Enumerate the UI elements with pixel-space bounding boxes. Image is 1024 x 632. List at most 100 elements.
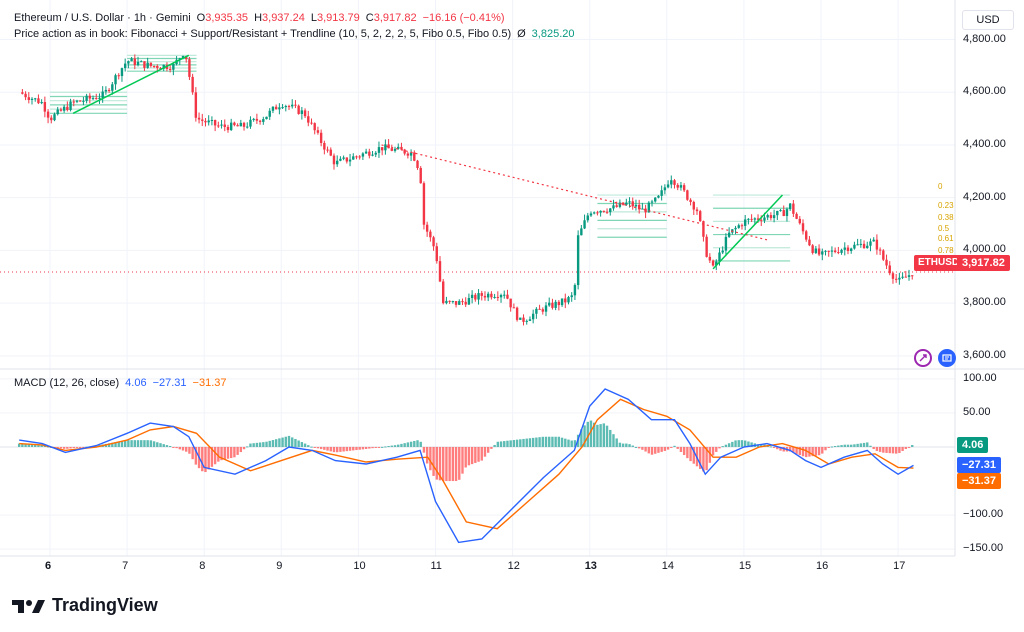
candle-body [226, 126, 230, 131]
candle-body [133, 58, 137, 66]
candle-body [503, 294, 506, 296]
macd-histogram-bar [326, 446, 329, 451]
macd-histogram-bar [127, 440, 130, 447]
candle-body [708, 256, 712, 261]
macd-histogram-bar [319, 446, 323, 450]
candle-body [140, 61, 143, 63]
macd-histogram-bar [673, 445, 676, 447]
indicator-name[interactable]: Price action as in book: Fibonacci + Sup… [14, 28, 512, 40]
macd-histogram-bar [519, 439, 522, 447]
macd-histogram-bar [300, 442, 304, 447]
macd-histogram-bar [551, 436, 554, 447]
macd-histogram-bar [294, 438, 297, 447]
macd-histogram-bar [660, 446, 663, 452]
macd-histogram-bar [380, 446, 384, 448]
candle-body [869, 241, 872, 246]
trendline-overlays [72, 54, 783, 270]
candle-body [544, 305, 548, 312]
macd-histogram-bar [27, 444, 30, 447]
macd-histogram-bar [637, 446, 641, 449]
time-axis-label: 8 [199, 560, 206, 572]
candle-body [760, 219, 763, 221]
macd-histogram-bar [743, 440, 747, 447]
candle-body [512, 307, 516, 309]
macd-histogram-bar [846, 444, 850, 447]
macd-hist-tag: 4.06 [957, 437, 989, 453]
indicator-value: 3,825.20 [531, 28, 575, 40]
time-axis-label: 9 [276, 560, 283, 572]
candle-body [660, 190, 663, 196]
candle-body [461, 301, 464, 303]
grid-lines [0, 0, 955, 556]
candle-body [573, 285, 577, 296]
candle-body [274, 106, 278, 110]
candle-body [268, 110, 271, 117]
macd-histogram-bar [737, 440, 740, 447]
price-axis-label: 4,600.00 [963, 85, 1006, 98]
macd-histogram-bar [133, 440, 137, 447]
macd-histogram-bar [853, 444, 856, 447]
macd-histogram-bar [24, 444, 27, 447]
snapshot-icon[interactable] [914, 349, 932, 367]
macd-histogram-bar [348, 446, 352, 451]
macd-histogram-bar [805, 446, 808, 458]
macd-legend-name[interactable]: MACD (12, 26, close) [14, 377, 120, 389]
candle-body [795, 213, 798, 219]
macd-histogram-bar [140, 440, 143, 447]
candle-body [413, 152, 416, 161]
macd-histogram-bar [885, 446, 888, 453]
macd-histogram-bar [384, 446, 387, 448]
candle-body [300, 110, 304, 114]
candle-body [156, 65, 159, 69]
candle-body [377, 147, 381, 153]
macd-histogram-bar [554, 436, 557, 447]
candle-body [628, 201, 631, 203]
macd-histogram-bar [522, 438, 525, 447]
candle-body [634, 204, 638, 207]
candle-body [368, 151, 371, 156]
candle-body [734, 227, 737, 230]
candle-body [904, 276, 908, 278]
macd-histogram-bar [43, 445, 47, 447]
time-axis-label: 7 [122, 560, 129, 572]
macd-histogram-bar [772, 446, 776, 448]
candle-body [409, 152, 413, 156]
candle-body [213, 120, 217, 126]
macd-histogram-bar [779, 446, 782, 451]
macd-histogram-bar [625, 443, 628, 447]
macd-histogram-bar [888, 446, 891, 454]
time-axis-label: 15 [738, 560, 752, 572]
macd-histogram-bar [833, 446, 837, 448]
candle-body [229, 122, 233, 131]
symbol-title[interactable]: Ethereum / U.S. Dollar · 1h · Gemini [14, 12, 191, 24]
macd-histogram-bar [114, 442, 117, 447]
candle-body [30, 98, 34, 100]
tradingview-logo[interactable]: TradingView [12, 595, 158, 616]
currency-button[interactable]: USD [962, 10, 1014, 30]
candle-body [849, 248, 853, 251]
candle-body [72, 101, 75, 103]
candle-body [445, 300, 448, 304]
tradingview-icon [12, 599, 45, 613]
macd-histogram-bar [307, 445, 310, 447]
candle-body [303, 110, 307, 117]
macd-histogram-bar [62, 446, 66, 449]
news-icon[interactable] [938, 349, 956, 367]
macd-histogram-bar [490, 446, 493, 449]
candle-body [262, 119, 265, 122]
candle-body [756, 218, 760, 220]
candle-body [753, 218, 757, 220]
macd-histogram-bar [387, 446, 390, 448]
candle-body [811, 245, 814, 253]
macd-histogram-bar [869, 445, 872, 447]
candle-body [538, 308, 541, 310]
candle-body [519, 317, 522, 320]
macd-histogram-bar [438, 446, 442, 481]
fib-label: 0.23 [938, 201, 954, 210]
high-label: H [254, 12, 263, 24]
macd-histogram-bar [788, 446, 792, 452]
macd-histogram-bar [615, 438, 618, 447]
candle-body [776, 210, 779, 216]
macd-histogram-bar [699, 446, 702, 469]
